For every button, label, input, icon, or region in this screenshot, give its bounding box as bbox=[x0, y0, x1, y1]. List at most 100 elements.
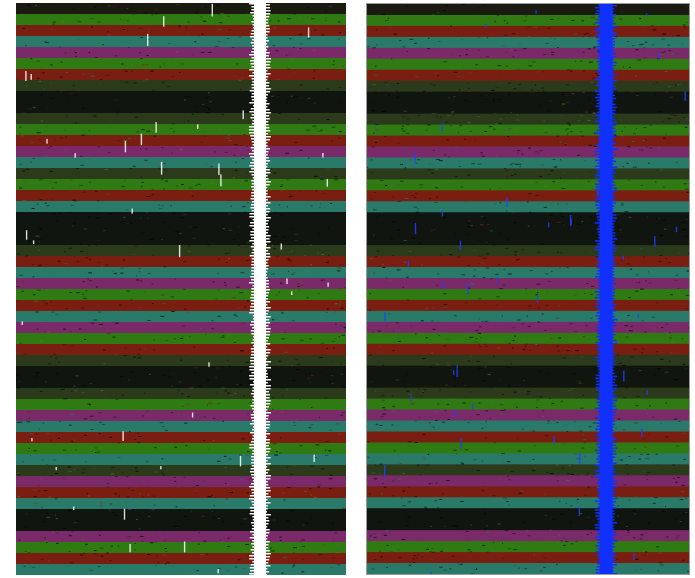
noise-speck bbox=[645, 474, 649, 476]
noise-speck bbox=[547, 280, 552, 282]
noise-speck bbox=[473, 15, 475, 17]
noise-speck bbox=[657, 23, 661, 25]
noise-speck bbox=[325, 10, 327, 12]
noise-speck bbox=[401, 125, 404, 127]
noise-speck bbox=[188, 245, 190, 247]
stripe-edge bbox=[266, 472, 268, 474]
highlight-tick bbox=[25, 230, 28, 240]
texture-band bbox=[367, 58, 689, 71]
stripe-edge bbox=[594, 524, 600, 526]
noise-speck bbox=[129, 409, 133, 411]
stripe-edge bbox=[252, 435, 254, 437]
noise-speck bbox=[665, 536, 670, 538]
noise-speck bbox=[163, 540, 167, 542]
stripe-edge bbox=[597, 308, 600, 311]
noise-speck bbox=[198, 385, 202, 387]
noise-speck bbox=[67, 466, 72, 468]
noise-speck bbox=[286, 179, 289, 181]
noise-speck bbox=[93, 6, 97, 8]
noise-speck bbox=[418, 416, 421, 418]
noise-speck bbox=[677, 476, 680, 478]
noise-speck bbox=[172, 241, 175, 242]
stripe-edge bbox=[597, 219, 600, 221]
noise-speck bbox=[566, 473, 571, 475]
noise-speck bbox=[289, 473, 294, 475]
stripe-edge bbox=[266, 418, 269, 420]
noise-speck bbox=[544, 435, 548, 437]
noise-speck bbox=[78, 328, 82, 330]
noise-speck bbox=[267, 546, 270, 548]
noise-speck bbox=[112, 512, 114, 513]
noise-speck bbox=[559, 267, 561, 269]
noise-speck bbox=[324, 397, 328, 399]
stripe-edge bbox=[597, 461, 600, 463]
noise-speck bbox=[282, 312, 284, 314]
noise-speck bbox=[69, 562, 73, 564]
noise-speck bbox=[32, 294, 36, 296]
noise-speck bbox=[685, 294, 689, 296]
noise-speck bbox=[439, 566, 443, 568]
noise-speck bbox=[155, 565, 157, 566]
stripe-edge bbox=[266, 430, 268, 432]
texture-band bbox=[16, 69, 346, 81]
noise-speck bbox=[426, 548, 429, 550]
noise-speck bbox=[242, 415, 245, 417]
stripe-edge bbox=[597, 75, 600, 78]
noise-speck bbox=[399, 234, 401, 236]
noise-speck bbox=[628, 330, 633, 332]
noise-speck bbox=[638, 458, 641, 460]
noise-speck bbox=[557, 47, 559, 49]
noise-speck bbox=[656, 302, 659, 304]
stripe-edge bbox=[612, 217, 617, 219]
noise-speck bbox=[404, 167, 407, 169]
highlight-tick bbox=[160, 466, 162, 470]
noise-speck bbox=[207, 496, 212, 498]
noise-speck bbox=[98, 534, 101, 536]
noise-speck bbox=[681, 484, 686, 486]
stripe-edge bbox=[612, 489, 616, 491]
stripe-edge bbox=[596, 335, 600, 338]
noise-speck bbox=[46, 277, 51, 279]
noise-speck bbox=[643, 25, 647, 27]
noise-speck bbox=[653, 328, 656, 330]
stripe-edge bbox=[250, 360, 254, 362]
texture-band bbox=[16, 289, 346, 301]
noise-speck bbox=[119, 18, 122, 20]
noise-speck bbox=[498, 187, 501, 189]
noise-speck bbox=[249, 402, 252, 403]
stripe-edge bbox=[594, 240, 600, 242]
noise-speck bbox=[430, 366, 433, 368]
noise-speck bbox=[374, 256, 377, 258]
noise-speck bbox=[336, 355, 339, 357]
noise-speck bbox=[286, 206, 288, 208]
noise-speck bbox=[422, 241, 425, 243]
stripe-edge bbox=[597, 419, 600, 422]
noise-speck bbox=[16, 474, 21, 476]
noise-speck bbox=[72, 199, 76, 201]
noise-speck bbox=[72, 84, 75, 86]
noise-speck bbox=[503, 409, 507, 411]
noise-speck bbox=[46, 106, 48, 108]
stripe-edge bbox=[252, 339, 254, 341]
stripe-edge bbox=[595, 389, 600, 392]
noise-speck bbox=[525, 530, 529, 532]
texture-band bbox=[16, 366, 346, 378]
stripe-edge bbox=[251, 489, 254, 491]
noise-speck bbox=[249, 478, 253, 480]
noise-speck bbox=[525, 15, 528, 17]
noise-speck bbox=[313, 457, 317, 459]
noise-speck bbox=[325, 262, 329, 264]
noise-speck bbox=[171, 311, 175, 312]
noise-speck bbox=[482, 482, 487, 484]
noise-speck bbox=[670, 341, 674, 343]
texture-band bbox=[367, 190, 689, 202]
noise-speck bbox=[317, 233, 321, 235]
noise-speck bbox=[474, 341, 478, 343]
stripe-edge bbox=[266, 394, 270, 396]
stripe-edge bbox=[612, 405, 617, 408]
noise-speck bbox=[512, 56, 515, 58]
noise-speck bbox=[203, 10, 206, 12]
noise-speck bbox=[320, 467, 322, 469]
noise-speck bbox=[236, 286, 240, 288]
noise-speck bbox=[54, 306, 57, 308]
